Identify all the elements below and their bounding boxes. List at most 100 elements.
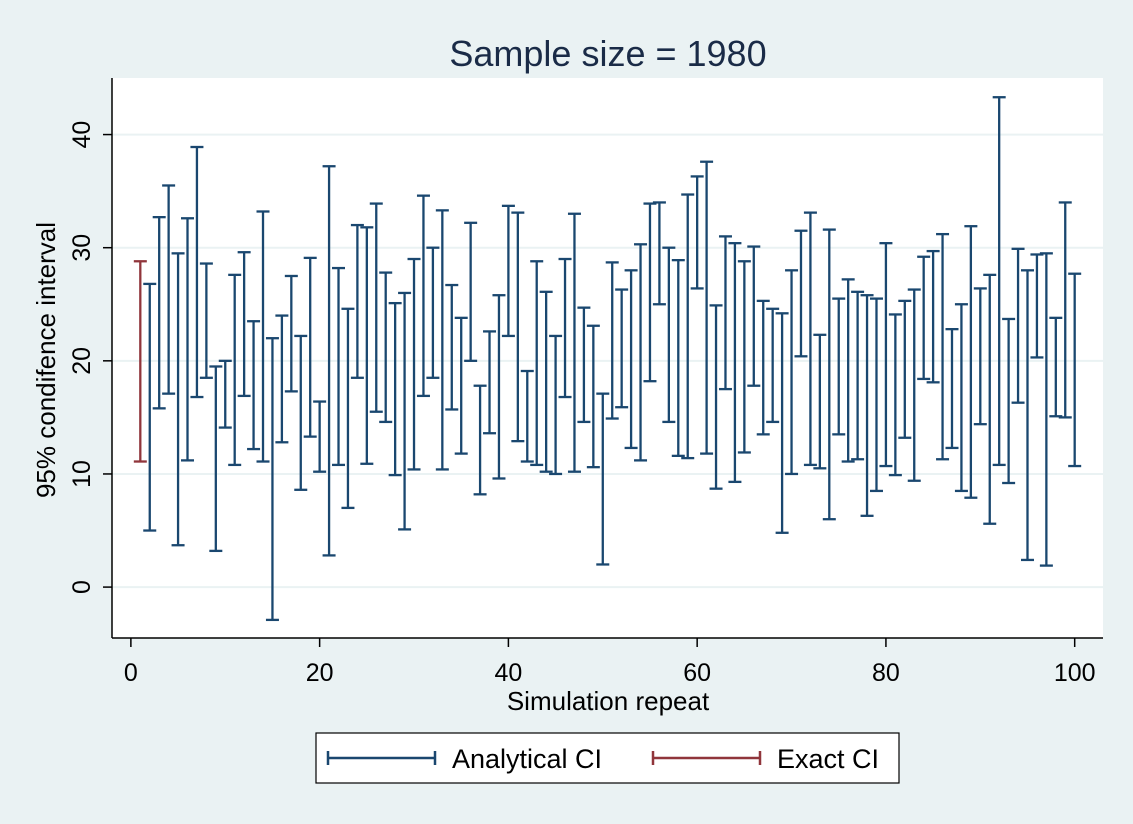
analytical-ci-bar [464,221,478,362]
analytical-ci-bar [530,260,544,467]
analytical-ci-bar [662,246,676,424]
analytical-ci-bar [936,232,950,461]
analytical-ci-bar [360,226,374,465]
analytical-ci-bar [284,274,298,393]
analytical-ci-bar [756,299,770,436]
analytical-ci-bar [709,304,723,490]
analytical-ci-bar [567,212,581,473]
analytical-ci-bar [294,334,308,491]
analytical-ci-bar [190,145,204,399]
analytical-ci-bar [558,257,572,399]
analytical-ci-bar [379,271,393,424]
analytical-ci-bar [454,316,468,455]
analytical-ci-bar [983,273,997,525]
analytical-ci-bar [766,307,780,424]
analytical-ci-bar [954,303,968,493]
legend: Analytical CI Exact CI [315,732,900,784]
analytical-ci-bar [690,175,704,290]
analytical-ci-bar [265,337,279,622]
analytical-ci-bar [681,193,695,460]
plot-area [112,78,1103,638]
analytical-ci-bar [841,278,855,463]
analytical-ci-bar [822,228,836,521]
analytical-ci-bar [435,209,449,471]
analytical-ci-bar [605,261,619,420]
analytical-ci-bar [737,260,751,454]
analytical-ci-bar [888,313,902,477]
analytical-ci-bar [794,229,808,358]
analytical-ci-bar [237,251,251,398]
analytical-ci-bar [634,243,648,462]
analytical-ci-bar [247,320,261,451]
analytical-ci-bar [1068,272,1082,468]
analytical-ci-bar [445,283,459,411]
analytical-ci-bar [549,334,563,476]
analytical-ci-bar [747,245,761,387]
analytical-ci-bar [718,235,732,391]
y-tick-label: 0 [68,580,96,594]
x-tick-label: 40 [494,659,522,687]
analytical-ci-bar [228,273,242,467]
analytical-ci-bar [473,384,487,496]
analytical-ci-bar [1058,201,1072,419]
analytical-ci-bar [596,392,610,566]
y-tick-label: 10 [68,460,96,488]
analytical-ci-bar [483,330,497,435]
analytical-ci-bar [917,255,931,381]
x-tick-label: 0 [124,659,138,687]
analytical-ci-bar [275,314,289,444]
analytical-ci-bar [851,290,865,461]
analytical-ci-bar [171,252,185,547]
analytical-ci-bar [332,266,346,467]
analytical-ci-bar [1020,269,1034,562]
x-tick-label: 60 [683,659,711,687]
analytical-ci-bar [964,225,978,499]
analytical-ci-bar [369,202,383,413]
analytical-ci-bar [898,299,912,439]
analytical-ci-bar [322,165,336,557]
analytical-ci-bar [907,288,921,482]
analytical-ci-bar [624,269,638,450]
analytical-ci-bar [341,307,355,510]
analytical-ci-bar [1039,252,1053,567]
analytical-ci-bar [520,369,534,463]
analytical-ci-bar [652,201,666,306]
analytical-ci-bar [728,242,742,484]
analytical-ci-bar [143,282,157,532]
analytical-ci-bar [162,184,176,395]
analytical-ci-bar [407,257,421,471]
y-tick-label: 40 [68,121,96,149]
analytical-ci-bar [199,262,213,379]
exact-ci-bar [133,260,147,463]
analytical-ci-bar [832,297,846,436]
chart-title: Sample size = 1980 [449,33,766,74]
analytical-ci-bar [313,400,327,473]
analytical-ci-bar [218,359,232,429]
analytical-ci-bar [303,256,317,438]
analytical-ci-bar [615,288,629,409]
analytical-ci-bar [671,258,685,458]
analytical-ci-bar [992,96,1006,467]
x-tick-label: 80 [872,659,900,687]
x-tick-label: 100 [1054,659,1096,687]
analytical-ci-bar [1002,317,1016,485]
analytical-ci-bar [152,216,166,410]
analytical-ci-bar [813,333,827,470]
analytical-ci-bar [775,312,789,534]
y-axis-label: 95% condifence interval [31,222,61,498]
analytical-ci-bar [256,210,270,463]
analytical-ci-bar [350,223,364,379]
analytical-ci-bar [785,269,799,476]
analytical-ci-bar [926,249,940,384]
error-bars [133,96,1082,622]
legend-swatch-exact [651,751,762,765]
analytical-ci-bar [511,211,525,443]
x-axis-label: Simulation repeat [507,686,710,716]
analytical-ci-bar [492,294,506,480]
analytical-ci-bar [700,160,714,455]
analytical-ci-bar [803,211,817,467]
gridlines [112,133,1103,589]
analytical-ci-bar [879,242,893,468]
analytical-ci-bar [388,301,402,477]
legend-label-analytical: Analytical CI [452,744,602,774]
